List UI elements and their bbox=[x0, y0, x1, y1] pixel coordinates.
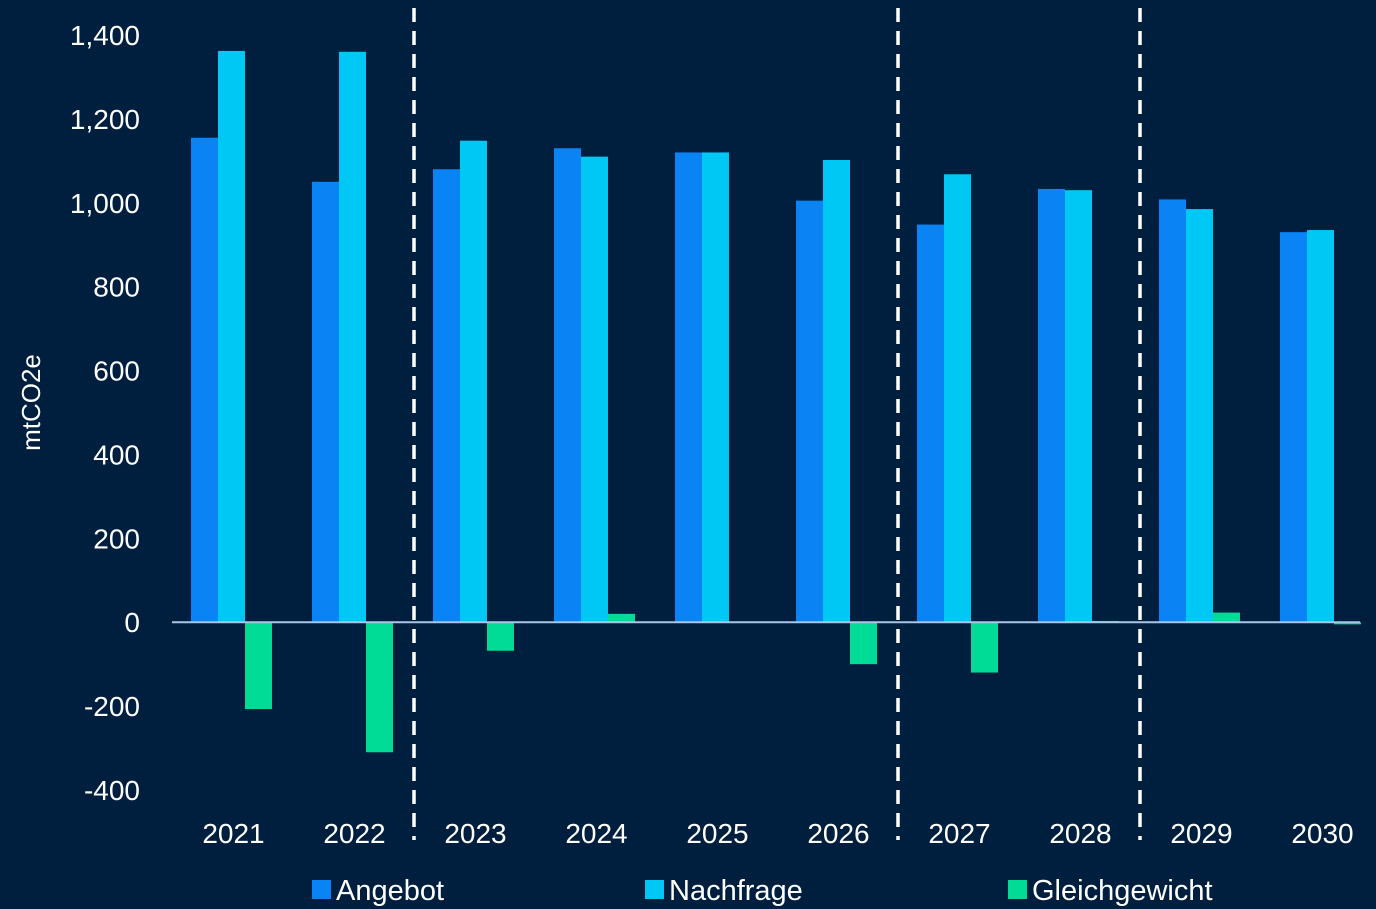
bar-nachfrage-2023 bbox=[460, 140, 487, 623]
y-tick-label: -200 bbox=[84, 691, 140, 722]
legend-label-nachfrage: Nachfrage bbox=[669, 875, 803, 907]
bar-nachfrage-2030 bbox=[1307, 230, 1334, 623]
bar-gleichgewicht-2029 bbox=[1213, 612, 1240, 623]
x-tick-label: 2025 bbox=[686, 818, 748, 849]
bar-gleichgewicht-2021 bbox=[245, 622, 272, 710]
bar-angebot-2028 bbox=[1038, 188, 1065, 623]
x-tick-label: 2027 bbox=[928, 818, 990, 849]
bar-nachfrage-2027 bbox=[944, 174, 971, 623]
legend-swatch-gleichgewicht bbox=[1008, 880, 1027, 899]
bar-nachfrage-2021 bbox=[218, 50, 245, 623]
bar-angebot-2023 bbox=[433, 169, 460, 623]
bar-nachfrage-2028 bbox=[1065, 190, 1092, 623]
bar-gleichgewicht-2024 bbox=[608, 613, 635, 623]
legend-swatch-nachfrage bbox=[645, 880, 664, 899]
x-tick-label: 2029 bbox=[1170, 818, 1232, 849]
bar-gleichgewicht-2026 bbox=[850, 622, 877, 665]
bar-nachfrage-2026 bbox=[823, 159, 850, 623]
bar-nachfrage-2029 bbox=[1186, 209, 1213, 623]
bar-angebot-2027 bbox=[917, 224, 944, 623]
bar-angebot-2024 bbox=[554, 148, 581, 623]
x-tick-label: 2024 bbox=[565, 818, 627, 849]
x-tick-label: 2022 bbox=[323, 818, 385, 849]
legend-swatch-angebot bbox=[312, 880, 331, 899]
y-tick-label: 200 bbox=[93, 523, 140, 554]
y-tick-label: 400 bbox=[93, 439, 140, 470]
bar-gleichgewicht-2022 bbox=[366, 622, 393, 753]
bar-angebot-2022 bbox=[312, 181, 339, 623]
x-tick-label: 2026 bbox=[807, 818, 869, 849]
y-tick-label: 1,200 bbox=[70, 104, 140, 135]
x-tick-label: 2023 bbox=[444, 818, 506, 849]
bar-angebot-2030 bbox=[1280, 232, 1307, 623]
y-tick-label: 1,400 bbox=[70, 20, 140, 51]
x-tick-label: 2021 bbox=[202, 818, 264, 849]
y-tick-label: 800 bbox=[93, 272, 140, 303]
y-tick-label: 1,000 bbox=[70, 188, 140, 219]
bar-angebot-2025 bbox=[675, 152, 702, 623]
y-tick-label: -400 bbox=[84, 775, 140, 806]
bar-angebot-2026 bbox=[796, 200, 823, 623]
bar-gleichgewicht-2030 bbox=[1334, 622, 1361, 625]
bar-nachfrage-2025 bbox=[702, 152, 729, 623]
legend-label-angebot: Angebot bbox=[336, 875, 444, 907]
x-tick-label: 2030 bbox=[1291, 818, 1353, 849]
bar-gleichgewicht-2027 bbox=[971, 622, 998, 673]
y-tick-label: 0 bbox=[124, 607, 140, 638]
x-tick-label: 2028 bbox=[1049, 818, 1111, 849]
legend-label-gleichgewicht: Gleichgewicht bbox=[1032, 875, 1213, 907]
bar-angebot-2029 bbox=[1159, 199, 1186, 623]
bar-angebot-2021 bbox=[191, 137, 218, 623]
bar-nachfrage-2024 bbox=[581, 156, 608, 623]
y-tick-label: 600 bbox=[93, 356, 140, 387]
bar-nachfrage-2022 bbox=[339, 51, 366, 623]
bar-gleichgewicht-2023 bbox=[487, 622, 514, 651]
y-axis-title: mtCO2e bbox=[16, 354, 46, 451]
